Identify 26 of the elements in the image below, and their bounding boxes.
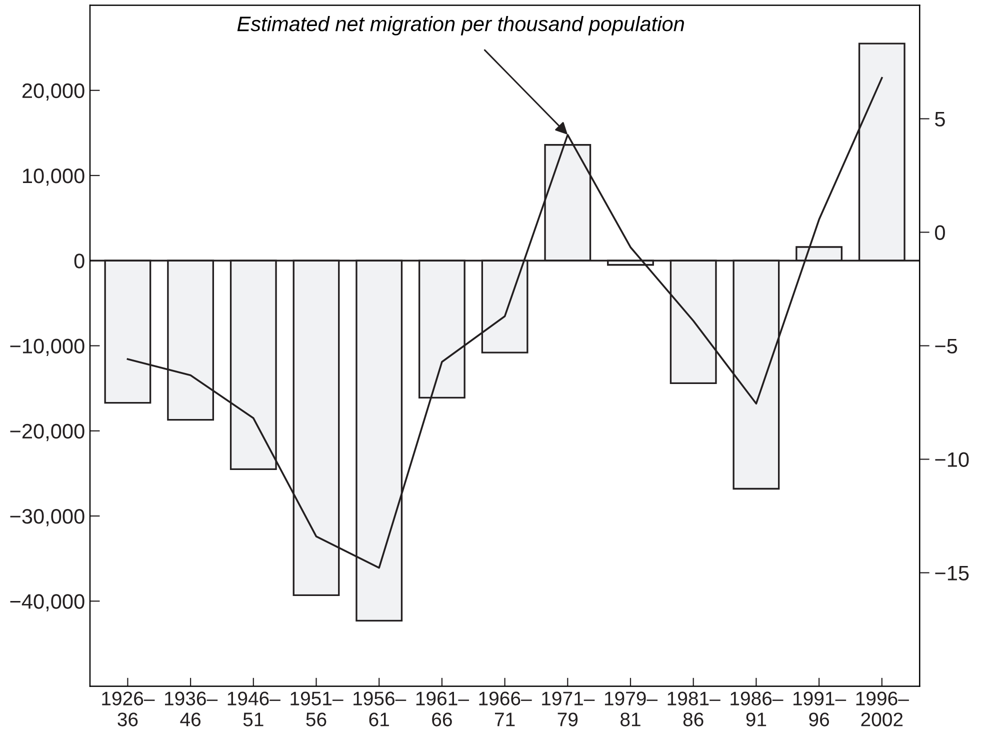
- y2-tick-label: −15: [935, 566, 969, 581]
- x-tick-label: 1986– 91: [730, 692, 784, 726]
- y2-tick-label: −10: [935, 452, 969, 468]
- y-tick-label: 20,000: [22, 83, 84, 101]
- x-tick-label: 1979– 81: [604, 692, 658, 726]
- annotation: Estimated net migration per thousand population: [237, 16, 684, 36]
- y-tick-label: 10,000: [23, 168, 84, 186]
- x-tick-label: 1981– 86: [668, 692, 720, 726]
- y-tick-label: −40,000: [10, 594, 84, 612]
- x-tick-label: 1971– 79: [542, 692, 595, 726]
- x-tick-label: 1946– 51: [228, 692, 280, 726]
- y-tick-label: −30,000: [10, 509, 84, 526]
- x-tick-label: 1996– 2002: [856, 692, 909, 726]
- x-tick-label: 1961– 66: [416, 692, 469, 726]
- x-tick-label: 1951– 56: [290, 692, 344, 726]
- y2-tick-label: 0: [935, 225, 945, 240]
- x-tick-label: 1956– 61: [354, 692, 406, 726]
- y-tick-label: −10,000: [10, 338, 84, 356]
- y2-tick-label: −5: [935, 338, 958, 354]
- y-tick-label: −20,000: [10, 424, 84, 442]
- y2-tick-label: 5: [935, 112, 945, 127]
- x-tick-label: 1926– 36: [102, 692, 155, 726]
- x-tick-label: 1936– 46: [165, 692, 218, 726]
- x-tick-label: 1966– 71: [479, 692, 532, 726]
- y-tick-label: 0: [74, 254, 84, 268]
- x-tick-label: 1991– 96: [794, 692, 846, 726]
